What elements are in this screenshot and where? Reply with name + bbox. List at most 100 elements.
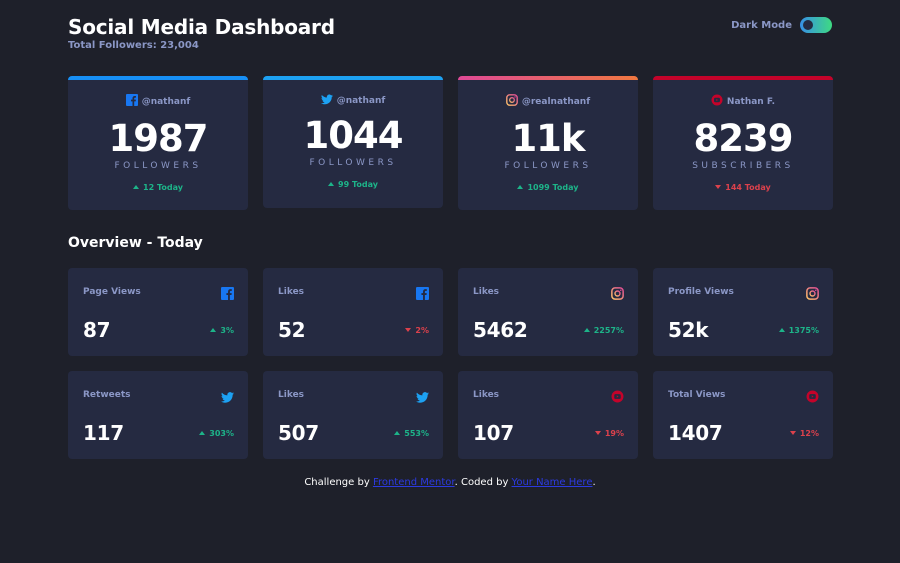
- tile-label: Retweets: [83, 390, 131, 400]
- tile-label: Total Views: [668, 390, 726, 400]
- card-handle-text: @nathanf: [141, 96, 191, 107]
- tile-twitter-retweets[interactable]: Retweets 117 303%: [68, 371, 248, 459]
- tile-value: 5462: [473, 318, 528, 342]
- card-accent-bar: [68, 76, 248, 80]
- card-change: 144 Today: [653, 183, 833, 192]
- card-twitter[interactable]: @nathanf 1044 FOLLOWERS 99 Today: [263, 76, 443, 208]
- tile-change-text: 553%: [404, 429, 429, 438]
- arrow-down-icon: [789, 431, 796, 435]
- card-instagram[interactable]: @realnathanf 11k FOLLOWERS 1099 Today: [458, 76, 638, 210]
- card-change: 99 Today: [263, 180, 443, 189]
- overview-title: Overview - Today: [68, 235, 203, 251]
- tile-value: 107: [473, 421, 514, 445]
- footer-prefix: Challenge by: [304, 477, 373, 488]
- arrow-up-icon: [133, 185, 140, 189]
- tile-change-text: 12%: [799, 429, 819, 438]
- card-accent-bar: [653, 76, 833, 80]
- dashboard-header: Social Media Dashboard Total Followers: …: [68, 14, 832, 54]
- instagram-icon: [806, 285, 819, 304]
- tile-change: 12%: [789, 429, 819, 438]
- card-handle: @nathanf: [263, 94, 443, 108]
- tile-twitter-likes[interactable]: Likes 507 553%: [263, 371, 443, 459]
- dark-mode-toggle-group: Dark Mode: [731, 17, 832, 33]
- card-handle-text: Nathan F.: [726, 96, 776, 107]
- twitter-icon: [320, 94, 337, 108]
- tile-change-text: 3%: [220, 326, 234, 335]
- card-accent-bar: [263, 76, 443, 80]
- frontend-mentor-link[interactable]: Frontend Mentor: [372, 477, 455, 488]
- card-accent-bar: [458, 76, 638, 80]
- tile-change-text: 1375%: [788, 326, 819, 335]
- dark-mode-label: Dark Mode: [731, 19, 792, 31]
- twitter-icon: [416, 388, 429, 407]
- card-facebook[interactable]: @nathanf 1987 FOLLOWERS 12 Today: [68, 76, 248, 210]
- tile-change: 1375%: [778, 326, 819, 335]
- tile-facebook-page-views[interactable]: Page Views 87 3%: [68, 268, 248, 356]
- arrow-up-icon: [583, 328, 590, 332]
- arrow-up-icon: [199, 431, 206, 435]
- card-value: 1987: [108, 117, 209, 160]
- card-unit: FOLLOWERS: [309, 158, 397, 168]
- tile-change-text: 2257%: [593, 326, 624, 335]
- tile-value: 87: [83, 318, 111, 342]
- tile-change-text: 2%: [415, 326, 429, 335]
- tile-instagram-profile-views[interactable]: Profile Views 52k 1375%: [653, 268, 833, 356]
- card-change-text: 99 Today: [338, 180, 378, 189]
- footer-suffix: .: [592, 477, 596, 488]
- toggle-knob: [803, 20, 813, 30]
- arrow-up-icon: [394, 431, 401, 435]
- facebook-icon: [416, 285, 429, 304]
- tile-facebook-likes[interactable]: Likes 52 2%: [263, 268, 443, 356]
- card-youtube[interactable]: Nathan F. 8239 SUBSCRIBERS 144 Today: [653, 76, 833, 210]
- card-handle-text: @realnathanf: [521, 96, 591, 107]
- tile-change: 19%: [594, 429, 624, 438]
- tile-value: 52k: [668, 318, 709, 342]
- tile-youtube-total-views[interactable]: Total Views 1407 12%: [653, 371, 833, 459]
- tile-instagram-likes[interactable]: Likes 5462 2257%: [458, 268, 638, 356]
- card-value: 1044: [303, 114, 404, 157]
- tile-label: Likes: [278, 287, 305, 297]
- tile-change: 2%: [405, 326, 429, 335]
- facebook-icon: [125, 94, 142, 109]
- arrow-up-icon: [328, 182, 335, 186]
- card-change-text: 12 Today: [143, 183, 183, 192]
- dark-mode-toggle[interactable]: [800, 17, 832, 33]
- arrow-down-icon: [715, 185, 722, 189]
- tile-change: 3%: [210, 326, 234, 335]
- twitter-icon: [221, 388, 234, 407]
- tile-youtube-likes[interactable]: Likes 107 19%: [458, 371, 638, 459]
- card-unit: SUBSCRIBERS: [692, 161, 794, 171]
- youtube-icon: [711, 94, 727, 109]
- footer-middle: . Coded by: [454, 477, 512, 488]
- tile-label: Likes: [473, 390, 500, 400]
- tile-value: 1407: [668, 421, 723, 445]
- arrow-up-icon: [517, 185, 524, 189]
- tile-change: 303%: [199, 429, 234, 438]
- tile-change: 553%: [394, 429, 429, 438]
- tile-change-text: 19%: [604, 429, 624, 438]
- tile-label: Page Views: [83, 287, 141, 297]
- author-link[interactable]: Your Name Here: [511, 477, 593, 488]
- total-followers: Total Followers: 23,004: [68, 40, 199, 51]
- tile-label: Likes: [278, 390, 305, 400]
- youtube-icon: [806, 388, 819, 407]
- instagram-icon: [505, 94, 522, 109]
- card-unit: FOLLOWERS: [114, 161, 202, 171]
- card-value: 8239: [693, 117, 794, 160]
- tile-value: 52: [278, 318, 306, 342]
- card-handle: @realnathanf: [458, 94, 638, 109]
- youtube-icon: [611, 388, 624, 407]
- card-unit: FOLLOWERS: [504, 161, 592, 171]
- facebook-icon: [221, 285, 234, 304]
- attribution-footer: Challenge by Frontend Mentor. Coded by Y…: [0, 477, 900, 488]
- card-change-text: 144 Today: [725, 183, 771, 192]
- card-change: 1099 Today: [458, 183, 638, 192]
- card-handle: Nathan F.: [653, 94, 833, 109]
- arrow-down-icon: [405, 328, 412, 332]
- arrow-down-icon: [594, 431, 601, 435]
- card-handle-text: @nathanf: [336, 96, 386, 106]
- card-handle: @nathanf: [68, 94, 248, 109]
- card-change: 12 Today: [68, 183, 248, 192]
- card-change-text: 1099 Today: [527, 183, 579, 192]
- card-value: 11k: [511, 117, 585, 160]
